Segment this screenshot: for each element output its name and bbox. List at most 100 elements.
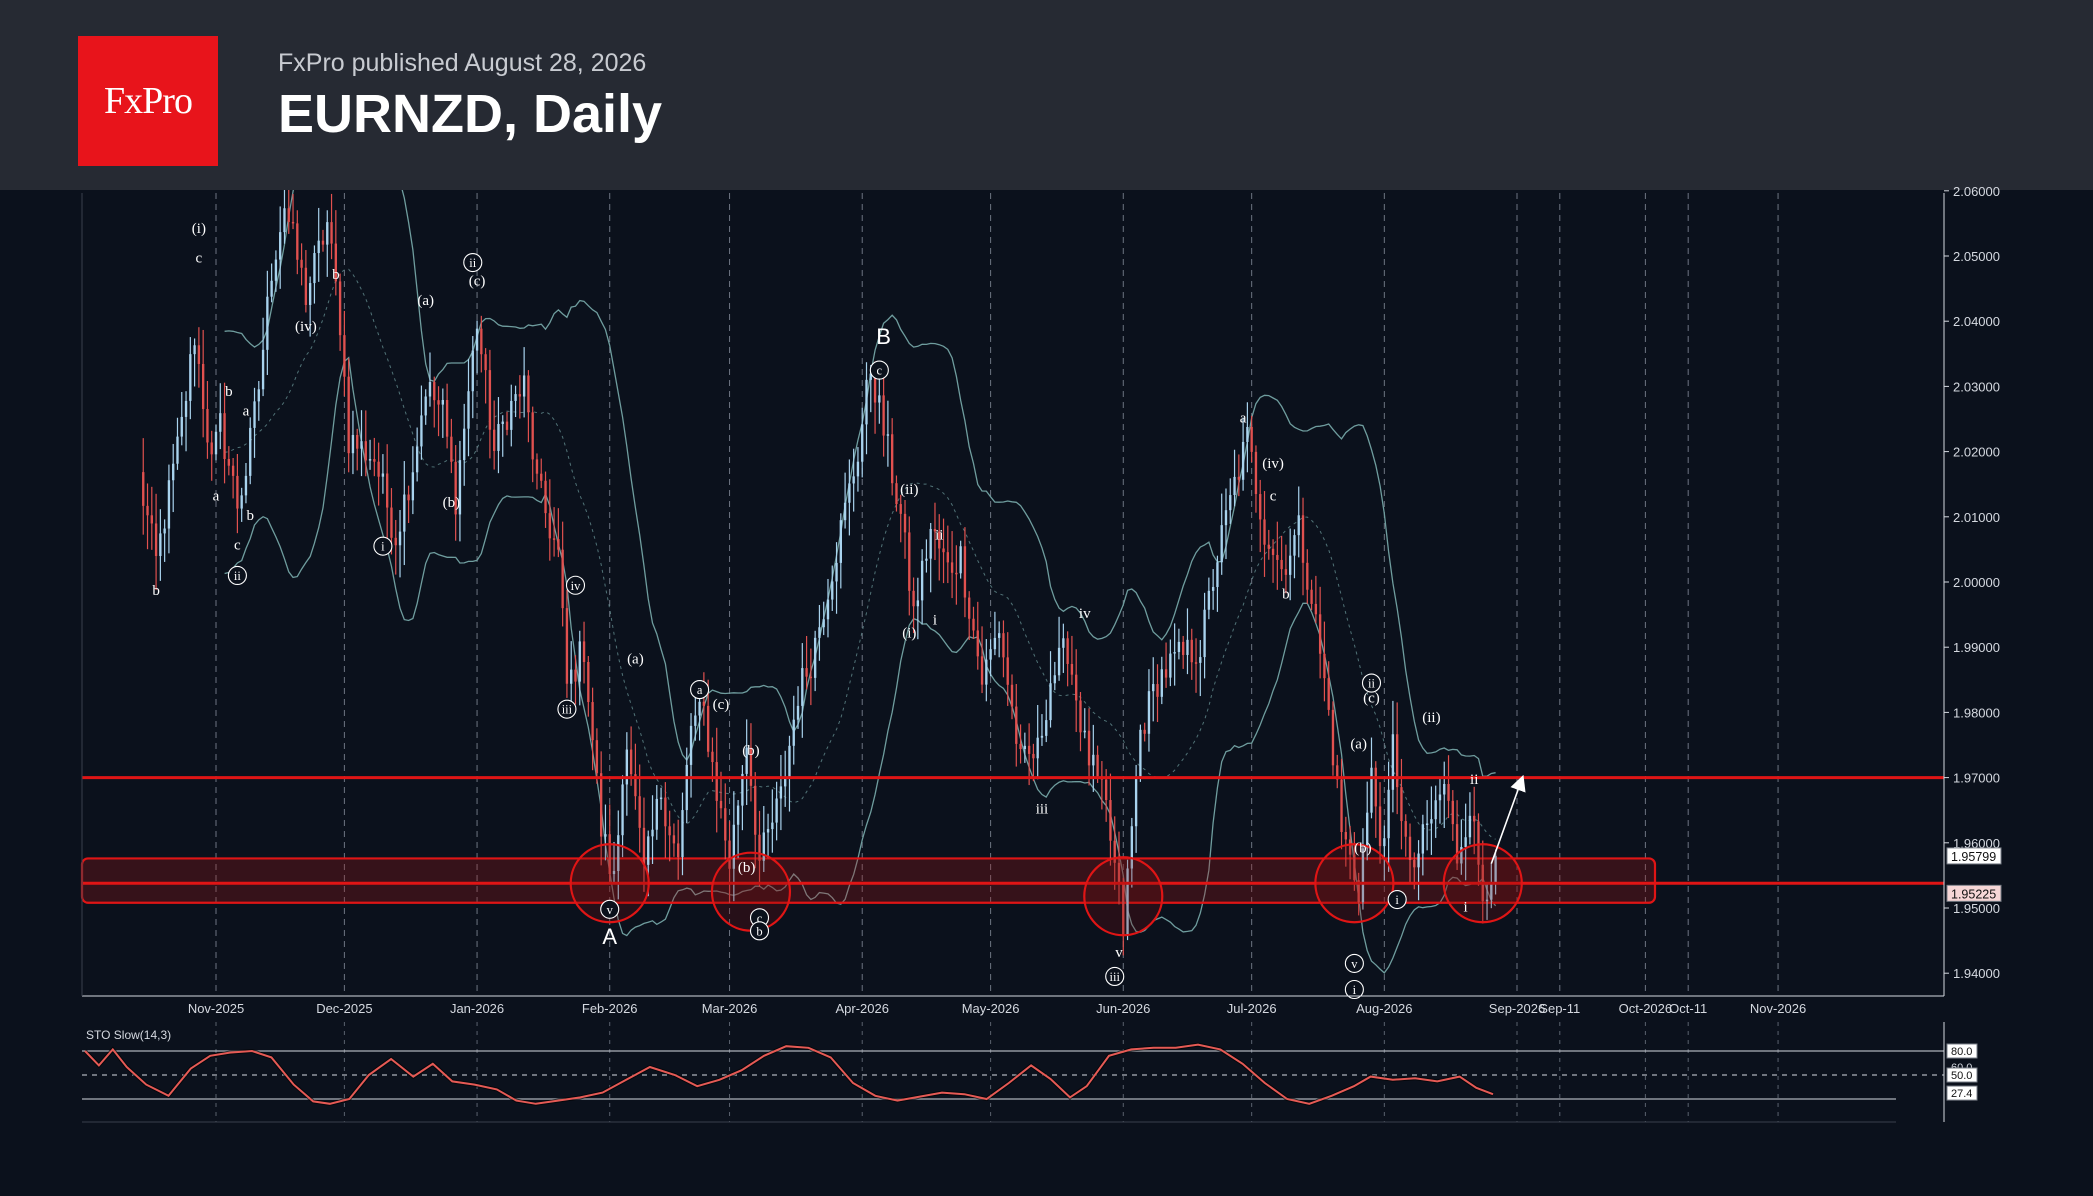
candle-body [433,382,436,401]
candle-body [313,253,316,284]
candle-body [351,434,355,454]
candle-body [510,400,513,430]
candle-body [377,461,380,477]
candle-body [950,562,954,573]
wave-label-circle [600,899,620,919]
candle-body [925,558,928,561]
wave-label: i [1464,899,1468,915]
published-date: FxPro published August 28, 2026 [278,49,647,77]
candle-body [480,328,483,355]
candle-body [167,480,171,529]
candle-body [445,399,449,437]
y-tick-label: 1.96000 [1953,836,2000,851]
candle-body [766,829,770,833]
candle-body [1331,709,1335,766]
candle-body [1348,839,1352,855]
osc-value-label: 80.0 [1951,1046,1972,1058]
candle-body [1366,812,1369,849]
candle-body [719,800,723,809]
candle-body [398,531,402,546]
header-bar: FxPro FxPro published August 28, 2026 EU… [0,0,2093,190]
candle-body [1173,652,1176,654]
candle-body [1152,684,1155,692]
candle-body [343,335,346,377]
candle-body [321,240,325,245]
candle-body [848,483,851,503]
wave-label: v [1115,945,1123,961]
candle-body [1233,476,1236,496]
wave-label-circle [749,921,770,941]
candle-body [411,472,415,501]
candle-body [1336,765,1339,780]
candle-body [788,745,791,778]
osc-value-tag [1946,1067,1978,1083]
candle-body [599,773,603,837]
candle-body [1032,753,1035,759]
candle-body [1387,789,1390,839]
candle-body [1438,794,1442,801]
candle-body [159,533,162,557]
candle-body [916,600,920,607]
candle-body [334,243,338,282]
candle-body [1447,783,1450,801]
candle-body [219,413,222,432]
candle-body [591,702,594,741]
wave-label-circle [1387,889,1407,910]
fxpro-logo: FxPro [78,36,218,166]
candle-body [698,701,701,716]
y-tick-label: 2.00000 [1953,575,2000,590]
candle-body [535,459,539,474]
candle-body [1199,657,1202,663]
candle-body [146,505,149,516]
candle-body [796,705,800,720]
wave-label-circle [869,360,889,380]
candle-body [711,751,714,763]
candle-body [420,415,423,447]
candle-body [1246,426,1249,442]
candle-body [531,412,534,460]
candle-body [1443,783,1446,795]
candle-body [296,223,299,260]
candle-body [899,504,902,514]
candle-body [651,829,654,837]
highlight-circle [1314,843,1395,924]
wave-label: (c) [469,273,486,289]
candle-body [732,824,736,869]
candle-body [664,797,667,827]
candle-body [1182,641,1185,655]
candle-body [270,280,273,297]
y-tick-label: 2.02000 [1953,445,2000,460]
candle-body [625,749,629,785]
candle-body [1207,590,1211,610]
candle-body [1490,883,1493,900]
stochastic-line [84,1043,1494,1105]
candle-body [980,656,984,685]
price-tag-label: 1.95799 [1951,850,1996,864]
candle-body [561,549,564,609]
wave-label-circled: iii [1110,970,1121,984]
wave-label: a [243,404,250,420]
wave-label-circle [1105,966,1125,987]
wave-label: iv [1079,606,1091,622]
candle-body [1087,730,1091,766]
grid-lines [215,193,1779,1122]
x-tick-label: Feb-2026 [582,1001,638,1016]
wave-label: b [246,508,254,524]
wave-label: c [1270,489,1277,505]
candle-body [1267,544,1270,549]
wave-label-circle [227,565,247,586]
candle-body [454,461,457,515]
candle-body [578,641,581,682]
candle-body [1177,641,1181,653]
candle-body [1378,806,1382,847]
candle-body [882,395,885,436]
candle-body [1015,706,1018,744]
candle-body [330,222,333,244]
candle-body [1241,441,1245,480]
highlight-circle [1083,856,1164,937]
candle-body [1276,554,1279,560]
candle-body [831,581,834,600]
wave-label: (a) [627,652,644,668]
wave-label-circled: c [877,364,883,378]
